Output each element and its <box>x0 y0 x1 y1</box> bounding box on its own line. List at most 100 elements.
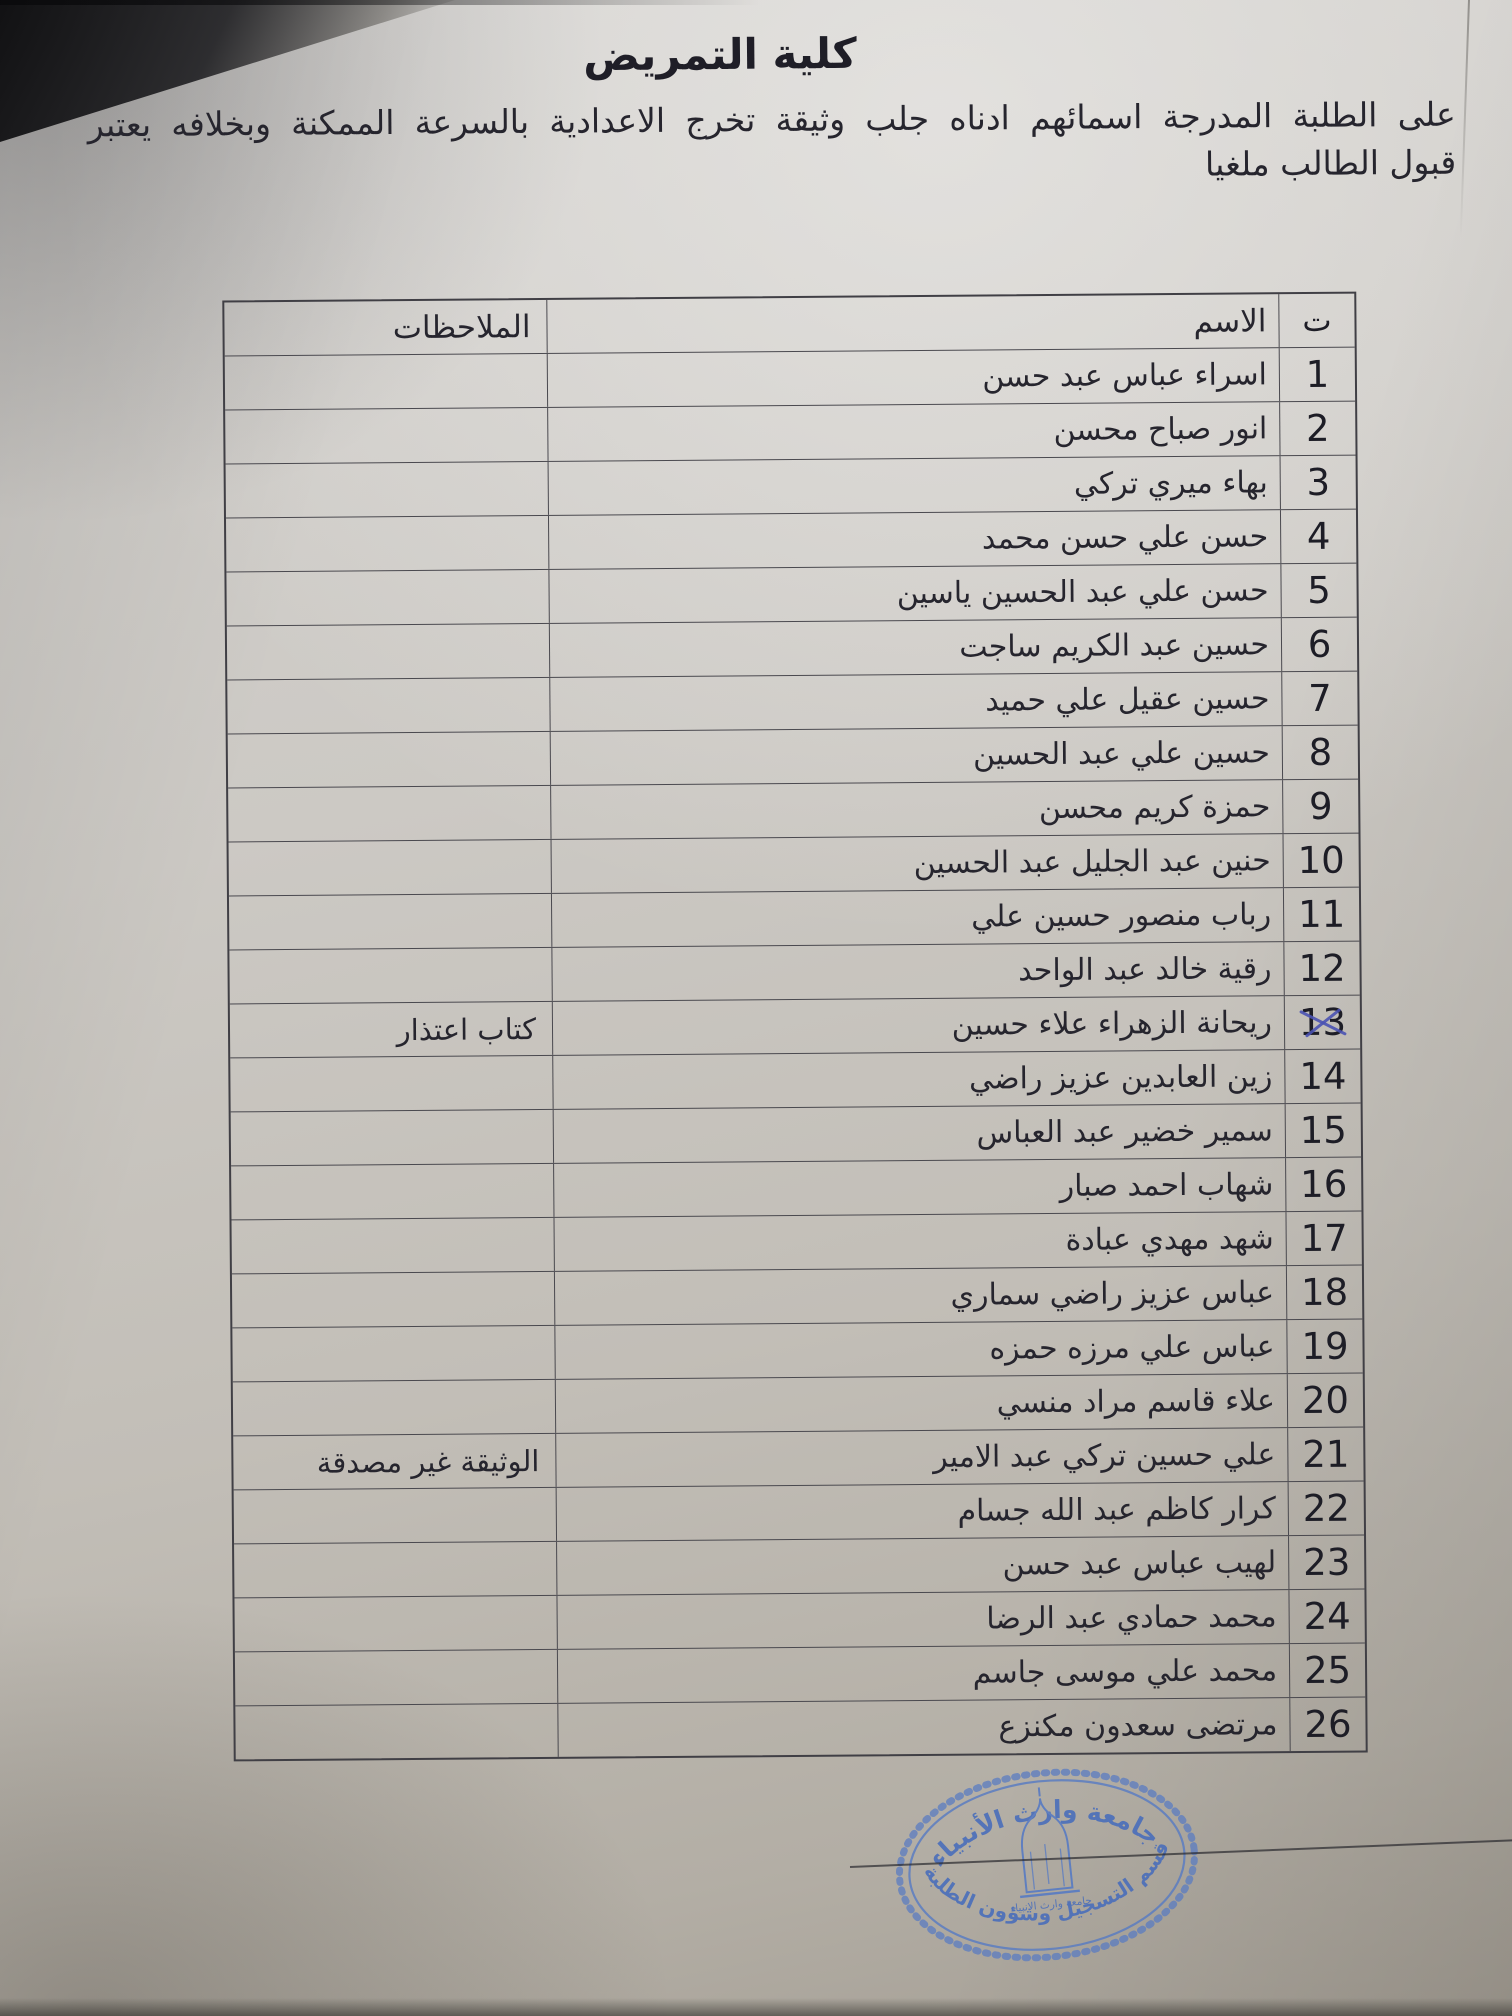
table-row: 14 زين العابدين عزيز راضي <box>230 1049 1361 1113</box>
row-name: حسين عقيل علي حميد <box>985 681 1270 719</box>
table-row: 12 رقية خالد عبد الواحد <box>229 941 1360 1005</box>
row-note-cell <box>234 1542 556 1598</box>
row-note-cell <box>234 1488 556 1544</box>
row-note-cell <box>226 570 548 626</box>
row-number: 13 <box>1298 1000 1347 1045</box>
stamp-inner-ring <box>908 1779 1186 1951</box>
row-name-cell: حسين عقيل علي حميد <box>549 672 1282 731</box>
row-note-cell <box>235 1704 557 1760</box>
row-name-cell: بهاء ميري تركي <box>547 456 1280 515</box>
row-number-cell: 11 <box>1282 887 1360 942</box>
row-number-cell: 9 <box>1282 779 1359 834</box>
row-number-cell: 23 <box>1288 1535 1365 1590</box>
row-number: 14 <box>1299 1054 1347 1099</box>
row-number: 17 <box>1300 1216 1348 1261</box>
row-name: سمير خضير عبد العباس <box>976 1113 1273 1151</box>
paper-bottom-edge <box>0 1998 1512 2016</box>
stamp-scalloped-border <box>895 1768 1198 1962</box>
row-note-cell <box>232 1272 554 1328</box>
row-number-cell: 18 <box>1285 1265 1363 1320</box>
row-note-cell <box>225 408 547 464</box>
row-number: 3 <box>1306 460 1331 504</box>
row-name-cell: سمير خضير عبد العباس <box>552 1104 1286 1163</box>
paper-edge-line <box>1459 0 1470 238</box>
university-stamp: جامعة وارث الأنبياء قسم التسجيل وشؤون ال… <box>895 1768 1198 1962</box>
row-note-cell <box>229 840 551 896</box>
row-name: حسن علي حسن محمد <box>981 519 1269 557</box>
row-number: 23 <box>1303 1540 1351 1585</box>
row-name-cell: رقية خالد عبد الواحد <box>551 942 1284 1001</box>
row-number: 4 <box>1306 514 1331 558</box>
row-name: اسراء عباس عبد حسن <box>982 357 1268 395</box>
row-number: 26 <box>1304 1702 1352 1747</box>
table-row: 20 علاء قاسم مراد منسي <box>232 1373 1364 1437</box>
row-name-cell: حسن علي عبد الحسين ياسين <box>548 564 1281 623</box>
row-number: 12 <box>1298 946 1346 991</box>
row-number-cell: 14 <box>1284 1049 1361 1104</box>
row-number: 22 <box>1302 1486 1351 1531</box>
row-number-cell: 25 <box>1288 1643 1366 1698</box>
row-name: محمد حمادي عبد الرضا <box>986 1599 1277 1637</box>
row-note-cell <box>232 1218 554 1274</box>
row-name-cell: اسراء عباس عبد حسن <box>546 348 1280 407</box>
students-table: ت الاسم الملاحظات 1 اسراء عباس عبد حسن 2… <box>222 291 1368 1762</box>
row-name: حنين عبد الجليل عبد الحسين <box>913 843 1271 882</box>
row-name-cell: شهد مهدي عبادة <box>553 1212 1286 1271</box>
table-row: 15 سمير خضير عبد العباس <box>230 1103 1362 1167</box>
row-number: 5 <box>1307 568 1332 612</box>
row-name-cell: حسين علي عبد الحسين <box>549 726 1283 785</box>
table-row: 25 محمد علي موسى جاسم <box>234 1643 1366 1707</box>
row-name-cell: حمزة كريم محسن <box>550 780 1283 839</box>
row-name: رقية خالد عبد الواحد <box>1017 951 1272 989</box>
row-name-cell: انور صباح محسن <box>547 402 1280 461</box>
table-row: 24 محمد حمادي عبد الرضا <box>234 1589 1365 1653</box>
row-name-cell: محمد علي موسى جاسم <box>556 1644 1290 1703</box>
table-row: 9 حمزة كريم محسن <box>228 779 1359 843</box>
table-row: 3 بهاء ميري تركي <box>225 455 1356 519</box>
row-note-cell <box>232 1326 554 1382</box>
row-name: ريحانة الزهراء علاء حسين <box>951 1005 1273 1043</box>
row-number-cell: 24 <box>1288 1589 1365 1644</box>
row-note-cell <box>231 1110 553 1166</box>
row-number-cell: 13 <box>1283 995 1361 1050</box>
row-number-cell: 17 <box>1285 1211 1362 1266</box>
row-note-cell <box>226 516 548 572</box>
row-number: 7 <box>1308 676 1332 720</box>
row-name: حسين عبد الكريم ساجت <box>959 627 1270 665</box>
row-name: عباس عزيز راضي سماري <box>950 1275 1275 1313</box>
table-row: 1 اسراء عباس عبد حسن <box>224 347 1356 411</box>
paper-top-edge <box>0 0 760 5</box>
row-name-cell: حسن علي حسن محمد <box>547 510 1281 569</box>
row-name-cell: عباس عزيز راضي سماري <box>553 1266 1287 1325</box>
row-number: 19 <box>1301 1324 1349 1369</box>
table-row: 18 عباس عزيز راضي سماري <box>231 1265 1363 1329</box>
row-number-cell: 8 <box>1281 725 1359 780</box>
row-name-cell: حنين عبد الجليل عبد الحسين <box>550 834 1283 893</box>
table-row: 5 حسن علي عبد الحسين ياسين <box>226 563 1357 627</box>
row-number-cell: 7 <box>1281 671 1358 726</box>
row-name: حسن علي عبد الحسين ياسين <box>896 573 1269 612</box>
row-number-cell: 20 <box>1286 1373 1364 1428</box>
row-number-cell: 19 <box>1286 1319 1363 1374</box>
row-note-cell <box>228 732 550 788</box>
row-note-cell <box>227 678 549 734</box>
row-number: 9 <box>1308 784 1333 828</box>
row-name-cell: كرار كاظم عبد الله جسام <box>555 1482 1289 1541</box>
table-body: 1 اسراء عباس عبد حسن 2 انور صباح محسن 3 <box>224 347 1366 1760</box>
notice-paragraph: على الطلبة المدرجة اسمائهم ادناه جلب وثي… <box>88 91 1457 198</box>
row-number-cell: 6 <box>1280 617 1358 672</box>
row-note-cell <box>228 786 550 842</box>
header-index-cell: ت <box>1278 293 1355 348</box>
row-name: انور صباح محسن <box>1053 411 1268 448</box>
row-name: كرار كاظم عبد الله جسام <box>957 1491 1276 1529</box>
row-name-cell: رباب منصور حسين علي <box>550 888 1284 947</box>
table-header-row: ت الاسم الملاحظات <box>224 293 1355 357</box>
row-number-cell: 2 <box>1279 401 1356 456</box>
row-name: حمزة كريم محسن <box>1038 789 1271 827</box>
table-row: 19 عباس علي مرزه حمزه <box>232 1319 1363 1383</box>
row-number: 21 <box>1302 1432 1350 1477</box>
row-note-cell: الوثيقة غير مصدقة <box>233 1434 555 1490</box>
row-note-cell <box>230 1056 552 1112</box>
row-number: 8 <box>1308 730 1333 774</box>
row-name: حسين علي عبد الحسين <box>972 735 1271 773</box>
